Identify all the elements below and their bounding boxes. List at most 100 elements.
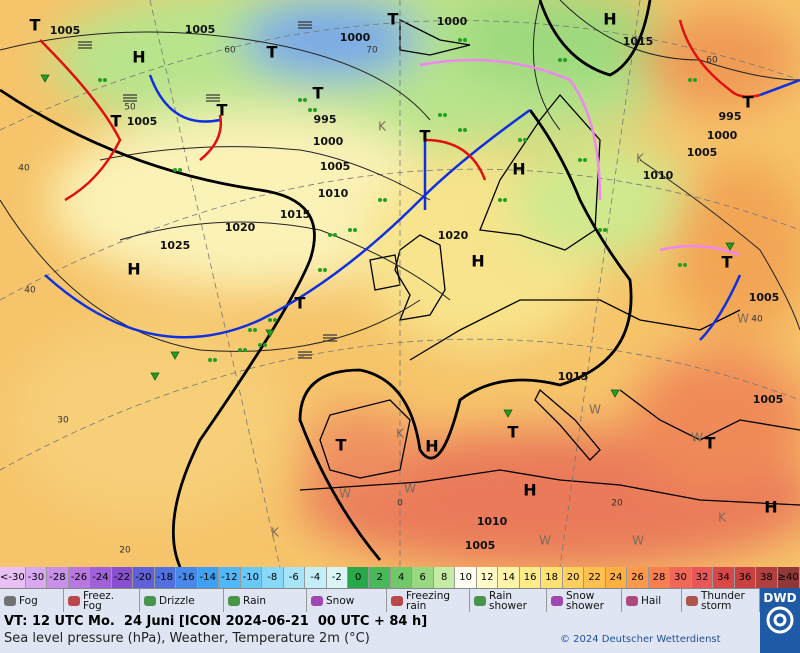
- high-center: H: [512, 160, 525, 179]
- rain-dot: [173, 168, 177, 172]
- low-center: T: [295, 294, 306, 313]
- rain-dot: [693, 78, 697, 82]
- valid-time: VT: 12 UTC Mo. 24 Juni [ICON 2024-06-21 …: [4, 614, 428, 629]
- rain-dot: [328, 233, 332, 237]
- isobar-label: 1005: [687, 146, 718, 159]
- coast-iberia: [319, 399, 411, 479]
- isobar-label: 1010: [643, 169, 674, 182]
- isobar-label: 1020: [225, 221, 256, 234]
- high-center: H: [603, 10, 616, 29]
- scale-cell: 34: [713, 567, 735, 588]
- coast-north: [409, 299, 741, 361]
- legend-symbol: [228, 596, 240, 606]
- low-center: T: [388, 10, 399, 29]
- isobar-label: 1025: [160, 239, 191, 252]
- isobar-label: 1005: [50, 24, 81, 37]
- scale-cell: 38: [756, 567, 778, 588]
- scale-cell: -10: [240, 567, 263, 588]
- rain-dot: [498, 198, 502, 202]
- map-labels: 1005 1005 1000 1000 1005 995 1000 1005 1010 1015 1…: [18, 10, 783, 556]
- rain-dot: [263, 343, 267, 347]
- scale-cell: 20: [562, 567, 585, 588]
- rain-dot: [603, 228, 607, 232]
- rain-dot: [253, 328, 257, 332]
- cold-front: [148, 74, 221, 123]
- isobar-label: 1005: [753, 393, 784, 406]
- isobar-label: 1020: [438, 229, 469, 242]
- rain-dot: [303, 98, 307, 102]
- rain-dot: [443, 113, 447, 117]
- rain-dot: [178, 168, 182, 172]
- rain-dot: [518, 138, 522, 142]
- rain-dot: [103, 78, 107, 82]
- temperature-mark: W: [404, 482, 416, 496]
- legend-item: Drizzle: [140, 589, 224, 613]
- isobar-label: 1000: [313, 135, 344, 148]
- warm-front: [199, 114, 223, 161]
- high-center: H: [132, 48, 145, 67]
- rain-dot: [298, 98, 302, 102]
- warm-front: [678, 19, 761, 98]
- graticule: [0, 0, 800, 567]
- rain-dot: [318, 268, 322, 272]
- isobar-label: 1005: [320, 160, 351, 173]
- temperature-mark: W: [737, 312, 749, 326]
- rain-dot: [683, 263, 687, 267]
- rain-dot: [563, 58, 567, 62]
- legend-symbol: [144, 596, 156, 606]
- legend-item: Rain: [224, 589, 307, 613]
- low-center: T: [508, 423, 519, 442]
- coast-greece: [619, 389, 800, 441]
- legend-label: Rain shower: [489, 590, 527, 612]
- scale-cell: 8: [433, 567, 456, 588]
- legend-item: Thunder storm: [682, 589, 760, 613]
- coast-africa: [299, 469, 800, 506]
- isobar-label: 1005: [749, 291, 780, 304]
- rain-dot: [503, 198, 507, 202]
- legend-label: Fog: [19, 595, 38, 607]
- grid-label: 60: [224, 46, 236, 56]
- scale-cell: -12: [219, 567, 241, 588]
- low-center: T: [313, 84, 324, 103]
- isobar-label: 1015: [558, 370, 589, 383]
- low-center: T: [420, 127, 431, 146]
- low-center: T: [336, 436, 347, 455]
- temperature-mark: W: [632, 534, 644, 548]
- occluded-front: [659, 244, 741, 257]
- scale-cell: -30: [25, 567, 48, 588]
- rain-dot: [688, 78, 692, 82]
- scale-cell: 4: [390, 567, 413, 588]
- scale-cell: -28: [47, 567, 69, 588]
- legend-symbol: [68, 596, 80, 606]
- scale-cell: 26: [627, 567, 649, 588]
- legend-symbol: [4, 596, 16, 606]
- rain-dot: [438, 113, 442, 117]
- isobars-main: [0, 0, 652, 567]
- weather-legend: Fog Freez. Fog Drizzle Rain Snow Freezing rai…: [0, 588, 760, 613]
- rain-dot: [308, 108, 312, 112]
- legend-symbol: [474, 596, 486, 606]
- legend-label: Hail: [641, 595, 662, 607]
- shower-symbol: [503, 409, 513, 418]
- logo-text: DWD: [763, 591, 797, 605]
- cold-front: [44, 108, 531, 339]
- grid-label: 40: [24, 286, 36, 296]
- scale-cell: <-30: [0, 567, 26, 588]
- legend-symbol: [391, 596, 403, 606]
- low-center: T: [722, 253, 733, 272]
- scale-cell: -18: [154, 567, 177, 588]
- rain-dot: [348, 228, 352, 232]
- isobar-label: 1010: [318, 187, 349, 200]
- legend-label: Snow: [326, 595, 355, 607]
- legend-item: Snow shower: [547, 589, 622, 613]
- isobar-label: 1000: [707, 129, 738, 142]
- coast-britain: [394, 234, 446, 321]
- rain-dot: [243, 348, 247, 352]
- scale-cell: 36: [734, 567, 757, 588]
- low-center: T: [111, 112, 122, 131]
- occluded-front: [419, 58, 602, 201]
- isobar-label: 1005: [127, 115, 158, 128]
- scale-cell: -8: [262, 567, 284, 588]
- grid-label: 40: [18, 164, 30, 174]
- scale-cell: -2: [326, 567, 348, 588]
